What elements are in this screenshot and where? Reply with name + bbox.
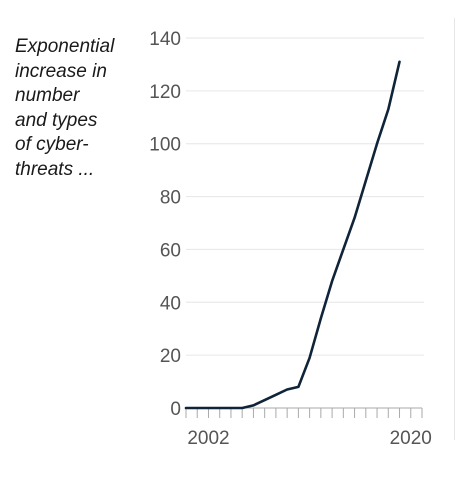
y-tick-label: 60 — [160, 240, 181, 261]
chart-annotation: Exponential increase in number and types… — [15, 35, 140, 182]
annotation-line: of cyber- — [15, 134, 89, 155]
x-tick-label: 2020 — [390, 428, 432, 449]
annotation-line: Exponential — [15, 36, 115, 57]
y-tick-label: 40 — [160, 293, 181, 314]
series-line — [184, 60, 401, 410]
annotation-line: increase in — [15, 60, 107, 82]
series-layer — [184, 60, 401, 410]
y-tick-label: 0 — [170, 399, 181, 420]
y-tick-label: 140 — [149, 29, 181, 50]
annotation-line: and types — [15, 109, 98, 131]
y-tick-label: 20 — [160, 346, 181, 367]
y-axis-tick-labels: 0 20 40 60 80 100 120 140 — [149, 29, 181, 420]
annotation-line: number — [15, 85, 80, 106]
panel-divider — [454, 18, 455, 440]
x-axis: 2002 2020 — [185, 407, 432, 449]
y-tick-label: 120 — [149, 82, 181, 103]
y-tick-label: 100 — [149, 135, 181, 156]
gridlines — [186, 37, 424, 356]
annotation-line: threats ... — [15, 158, 95, 180]
x-tick-label: 2002 — [187, 428, 229, 449]
y-tick-label: 80 — [160, 188, 181, 209]
